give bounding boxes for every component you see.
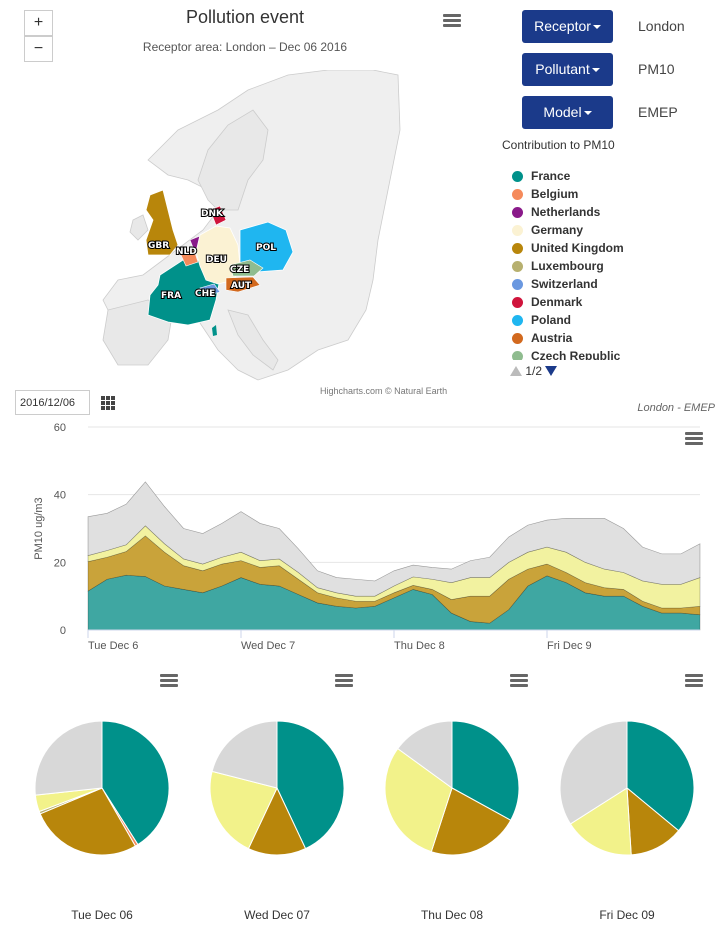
map-label-dnk: DNK (201, 209, 224, 219)
legend-marker (512, 333, 523, 344)
x-tick-label: Thu Dec 8 (394, 640, 445, 652)
pie-slice-germany (569, 787, 632, 856)
y-tick-label: 60 (54, 422, 66, 434)
x-tick-label: Tue Dec 6 (88, 640, 138, 652)
timeseries-label: London - EMEP (637, 402, 715, 414)
legend-label: Denmark (531, 295, 583, 309)
legend-label: France (531, 169, 571, 183)
pie-slice-germany (209, 770, 278, 850)
pie1-menu-icon[interactable] (160, 674, 178, 688)
model-value: EMEP (638, 104, 678, 120)
pie2-menu-icon[interactable] (335, 674, 353, 688)
zoom-in-button[interactable]: + (24, 10, 53, 36)
legend-label: Austria (531, 331, 573, 345)
legend-marker (512, 279, 523, 290)
receptor-value: London (638, 18, 685, 34)
pie-slice-france (626, 720, 695, 832)
map-label-fra: FRA (161, 291, 181, 301)
legend-label: Luxembourg (531, 259, 604, 273)
pie4-menu-icon[interactable] (685, 674, 703, 688)
x-tick-label: Wed Dec 7 (241, 640, 295, 652)
timeseries-menu-icon[interactable] (685, 432, 703, 446)
map-label-cze: CZE (230, 265, 249, 275)
legend-pager: 1/2 (510, 364, 558, 378)
map-label-pol: POL (256, 243, 276, 253)
legend-marker (512, 189, 523, 200)
legend-prev-icon[interactable] (510, 366, 522, 376)
pie-slice-france (276, 720, 345, 850)
receptor-dropdown[interactable]: Receptor (522, 10, 613, 43)
legend-label: Switzerland (531, 277, 598, 291)
legend-marker (512, 297, 523, 308)
area-series-other (87, 481, 701, 597)
pie-slice-france (451, 720, 520, 821)
pie-slice-united-kingdom (430, 787, 512, 856)
map-label-deu: DEU (206, 255, 227, 265)
y-tick-label: 20 (54, 557, 66, 569)
map-subtitle: Receptor area: London – Dec 06 2016 (142, 40, 348, 54)
x-tick-label: Fri Dec 9 (547, 640, 592, 652)
map-label-aut: AUT (231, 281, 252, 291)
map-label-nld: NLD (176, 247, 197, 257)
pie3-title: Thu Dec 08 (420, 908, 484, 922)
pie-slice-other (34, 720, 103, 796)
legend-marker (512, 351, 523, 360)
legend-label: Netherlands (531, 205, 601, 219)
pie-slice-united-kingdom (247, 786, 307, 856)
map-title: Pollution event (185, 7, 305, 27)
map-menu-icon[interactable] (443, 14, 461, 28)
legend-label: United Kingdom (531, 241, 624, 255)
legend-marker (512, 261, 523, 272)
zoom-out-button[interactable]: − (24, 36, 53, 62)
pie-slice-other (397, 720, 453, 789)
y-tick-label: 40 (54, 490, 66, 502)
legend-marker (512, 207, 523, 218)
europe-map: GBR NLD DNK DEU POL CZE AUT FRA CHE (88, 70, 403, 385)
pie-slice-germany (384, 747, 453, 853)
model-dropdown[interactable]: Model (522, 96, 613, 129)
legend-title: Contribution to PM10 (502, 138, 615, 152)
pie2-title: Wed Dec 07 (244, 908, 310, 922)
legend: France Belgium Netherlands Germany United Ki… (0, 0, 728, 360)
legend-page-number: 1/2 (525, 364, 543, 378)
map-label-gbr: GBR (148, 241, 169, 251)
pie1-title: Tue Dec 06 (71, 908, 133, 922)
pie-charts (34, 720, 695, 856)
legend-label: Czech Republic (531, 349, 621, 360)
legend-marker (512, 243, 523, 254)
legend-label: Poland (531, 313, 572, 327)
pie-slice-other (211, 720, 278, 789)
legend-marker (512, 171, 523, 182)
y-tick-label: 0 (60, 625, 66, 637)
date-input[interactable] (15, 390, 90, 415)
map-credits[interactable]: Highcharts.com © Natural Earth (320, 386, 448, 396)
legend-marker (512, 315, 523, 326)
legend-label: Germany (531, 223, 584, 237)
calendar-grid-icon[interactable] (101, 396, 115, 410)
pie3-menu-icon[interactable] (510, 674, 528, 688)
legend-next-icon[interactable] (545, 366, 558, 376)
legend-marker (512, 225, 523, 236)
map-label-che: CHE (195, 289, 215, 299)
pollutant-value: PM10 (638, 61, 675, 77)
pie-slice-other (559, 720, 628, 825)
legend-label: Belgium (531, 187, 579, 201)
timeseries-chart: 0 20 40 60 PM10 ug/m3 Tue Dec 6 Wed Dec 7 Thu D… (33, 422, 701, 652)
y-axis-title: PM10 ug/m3 (33, 497, 45, 559)
pollutant-dropdown[interactable]: Pollutant (522, 53, 613, 86)
pie-slice-united-kingdom (39, 787, 137, 856)
pie4-title: Fri Dec 09 (599, 908, 655, 922)
pie-slice-united-kingdom (626, 786, 680, 856)
